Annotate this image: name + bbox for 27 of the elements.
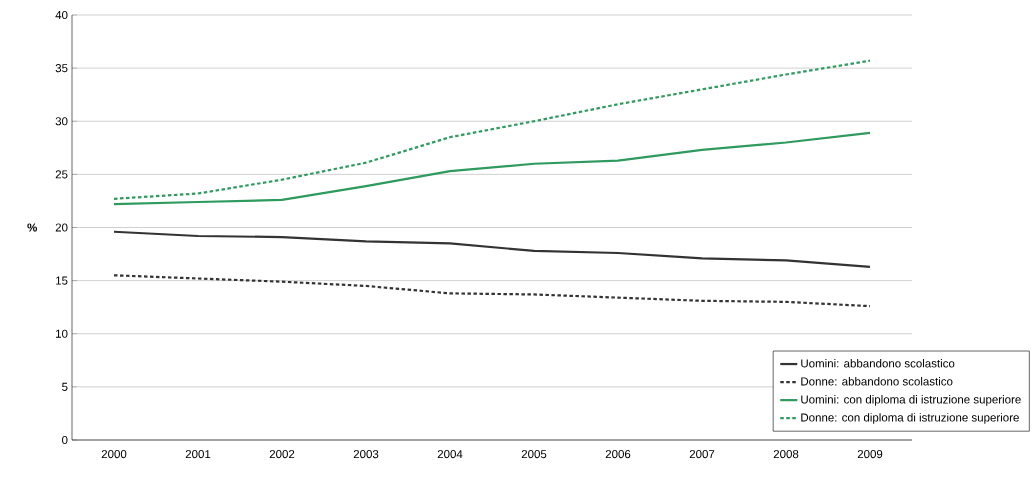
x-tick-label: 2005 — [521, 450, 547, 459]
legend-label: Uomini: con diploma di istruzione superiore — [801, 395, 1021, 406]
legend-label: Donne: abbandono scolastico — [801, 377, 953, 386]
x-tick-label: 2000 — [101, 450, 127, 459]
y-tick-label: 10 — [56, 329, 68, 338]
x-tick-label: 2002 — [269, 450, 295, 459]
y-tick-label: 5 — [62, 382, 68, 391]
x-tick-label: 2009 — [857, 450, 883, 459]
line-series — [112, 274, 872, 308]
x-tick-label: 2006 — [605, 450, 631, 459]
x-tick-label: 2001 — [185, 450, 211, 459]
y-tick-label: 35 — [55, 64, 68, 73]
y-tick-label: 0 — [62, 435, 68, 445]
legend-label: Donne: con diploma di istruzione superiore — [801, 413, 1019, 424]
y-tick-label: 15 — [56, 276, 68, 285]
line-series — [112, 131, 872, 206]
legend-label: Uomini: abbandono scolastico — [801, 359, 955, 368]
x-tick-label: 2007 — [689, 450, 715, 459]
x-tick-label: 2008 — [773, 450, 799, 459]
x-tick-label: 2004 — [437, 450, 463, 459]
x-tick-label: 2003 — [353, 450, 379, 459]
line-series — [112, 230, 872, 268]
y-tick-label: 20 — [55, 223, 68, 232]
y-axis-title: % — [27, 223, 38, 232]
y-tick-label: 30 — [55, 117, 68, 126]
y-tick-label: 25 — [55, 170, 68, 179]
y-tick-label: 40 — [55, 10, 68, 20]
